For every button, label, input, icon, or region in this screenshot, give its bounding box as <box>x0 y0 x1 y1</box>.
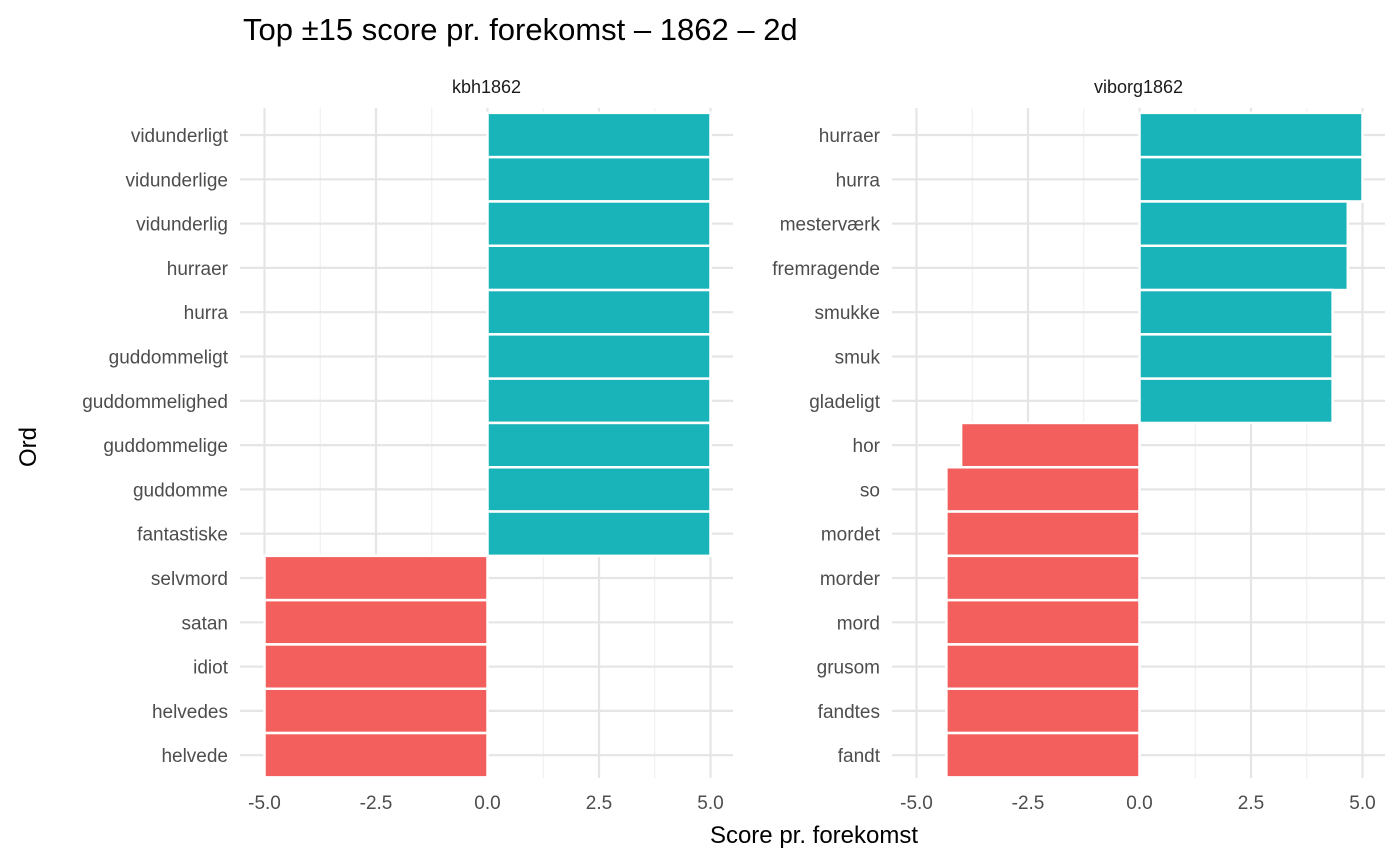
x-tick-label: -5.0 <box>900 793 933 814</box>
y-tick-label: so <box>860 480 880 501</box>
y-tick-label: mord <box>837 613 880 634</box>
bar-viborg1862-hor <box>959 421 1141 469</box>
y-tick-label: hurra <box>836 170 881 191</box>
bar-kbh1862-hurra <box>486 288 712 336</box>
y-tick-label: smukke <box>815 303 880 324</box>
y-tick-label: hor <box>853 436 881 457</box>
x-tick-label: -2.5 <box>360 793 393 814</box>
bar-kbh1862-vidunderligt <box>486 111 712 159</box>
bar-kbh1862-guddommelige <box>486 421 712 469</box>
bar-kbh1862-helvedes <box>263 687 489 735</box>
y-tick-label: mesterværk <box>780 215 881 236</box>
y-axis-title: Ord <box>15 427 42 467</box>
y-tick-label: hurraer <box>167 259 229 280</box>
y-tick-label: guddommelighed <box>82 392 228 413</box>
bar-kbh1862-hurraer <box>486 244 712 292</box>
x-tick-label: -2.5 <box>1012 793 1045 814</box>
y-tick-label: fremragende <box>772 259 880 280</box>
bar-kbh1862-guddommeligt <box>486 333 712 380</box>
bar-viborg1862-fandtes <box>945 687 1141 735</box>
y-tick-label: guddommeligt <box>109 348 229 369</box>
facet-panel-kbh1862: vidunderligt vidunderlige vidunderlig hurra… <box>82 77 733 814</box>
bar-kbh1862-fantastiske <box>486 510 712 558</box>
y-tick-label: fandt <box>838 746 881 767</box>
bar-viborg1862-smukke <box>1138 288 1334 336</box>
y-tick-label: hurraer <box>819 126 881 147</box>
bar-viborg1862-fandt <box>945 731 1141 779</box>
bar-viborg1862-mesterværk <box>1138 200 1350 247</box>
y-tick-label: guddomme <box>133 480 228 501</box>
y-tick-label: grusom <box>817 658 880 679</box>
y-tick-label: satan <box>182 613 228 634</box>
y-tick-label: selvmord <box>151 569 228 590</box>
bar-viborg1862-so <box>945 466 1141 513</box>
y-tick-label: guddommelige <box>103 436 228 457</box>
bar-kbh1862-vidunderlige <box>486 155 712 203</box>
y-tick-label: fandtes <box>818 702 880 723</box>
bar-viborg1862-mord <box>945 598 1141 646</box>
bar-kbh1862-vidunderlig <box>486 200 712 247</box>
bar-kbh1862-idiot <box>263 643 489 691</box>
bar-viborg1862-mordet <box>945 510 1141 558</box>
bar-kbh1862-guddommelighed <box>486 377 712 425</box>
chart-title: Top ±15 score pr. forekomst – 1862 – 2d <box>243 12 798 47</box>
facet-panels: vidunderligt vidunderlige vidunderlig hurra… <box>82 77 1385 814</box>
x-tick-label: 2.5 <box>586 793 612 814</box>
bar-viborg1862-smuk <box>1138 333 1334 380</box>
x-tick-label: 5.0 <box>697 793 723 814</box>
x-tick-label: 0.0 <box>474 793 500 814</box>
bar-viborg1862-hurraer <box>1138 111 1364 159</box>
y-tick-label: gladeligt <box>809 392 880 413</box>
facet-strip-label: viborg1862 <box>1094 77 1183 97</box>
bar-kbh1862-helvede <box>263 731 489 779</box>
y-tick-label: smuk <box>835 348 881 369</box>
y-tick-label: helvedes <box>152 702 228 723</box>
x-axis-title: Score pr. forekomst <box>710 822 918 849</box>
bar-viborg1862-grusom <box>945 643 1141 691</box>
bar-viborg1862-hurra <box>1138 155 1364 203</box>
y-tick-label: idiot <box>193 658 229 679</box>
y-tick-label: morder <box>820 569 881 590</box>
y-tick-label: hurra <box>184 303 229 324</box>
y-tick-label: vidunderligt <box>131 126 229 147</box>
y-tick-label: vidunderlige <box>126 170 228 191</box>
bar-viborg1862-morder <box>945 554 1141 602</box>
bar-kbh1862-guddomme <box>486 466 712 513</box>
x-tick-label: 5.0 <box>1349 793 1375 814</box>
facet-strip-label: kbh1862 <box>452 77 521 97</box>
x-tick-label: -5.0 <box>248 793 281 814</box>
bar-kbh1862-selvmord <box>263 554 489 602</box>
bar-viborg1862-fremragende <box>1138 244 1350 292</box>
y-tick-label: helvede <box>161 746 228 767</box>
y-tick-label: fantastiske <box>137 525 228 546</box>
bar-kbh1862-satan <box>263 598 489 646</box>
x-tick-label: 0.0 <box>1126 793 1152 814</box>
bar-viborg1862-gladeligt <box>1138 377 1334 425</box>
facet-panel-viborg1862: hurraer hurra mesterværk fremragende smukke s… <box>772 77 1385 814</box>
y-tick-label: mordet <box>821 525 881 546</box>
x-tick-label: 2.5 <box>1238 793 1264 814</box>
y-tick-label: vidunderlig <box>136 215 228 236</box>
